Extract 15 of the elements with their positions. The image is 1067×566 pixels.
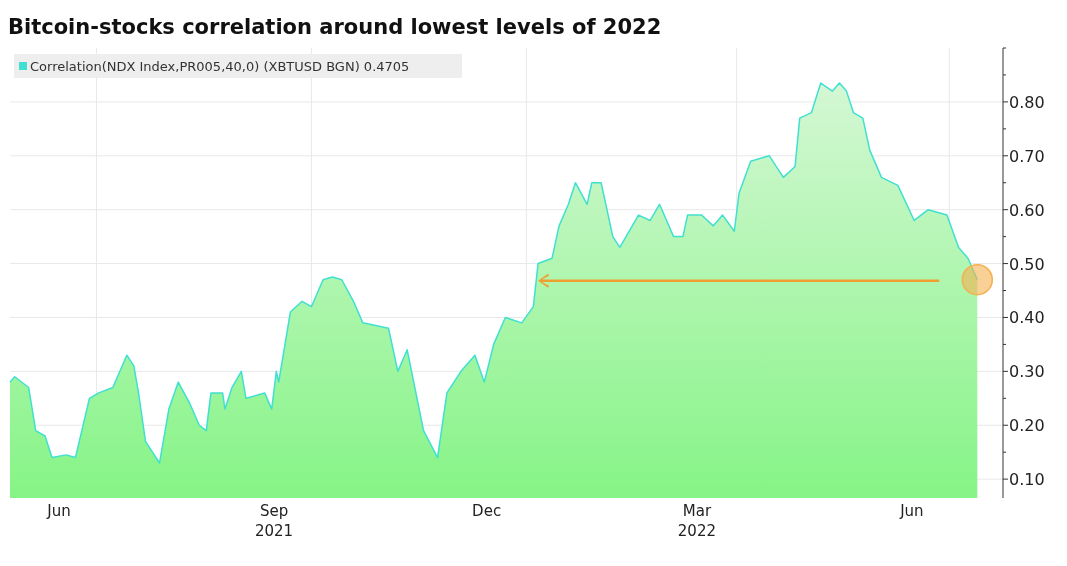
x-tick-label: Jun — [899, 502, 924, 520]
y-tick-label: 0.50 — [1009, 254, 1045, 274]
y-tick-label: 0.70 — [1009, 146, 1045, 166]
x-tick-label: Mar 2022 — [677, 502, 717, 540]
y-tick-label: 0.20 — [1009, 416, 1045, 436]
x-tick-label: Dec — [472, 502, 502, 520]
y-tick-label: 0.30 — [1009, 362, 1045, 382]
y-tick-label: 0.60 — [1009, 200, 1045, 220]
y-tick-label: 0.40 — [1009, 308, 1045, 328]
legend-label: Correlation(NDX Index,PR005,40,0) (XBTUSD BGN) 0.4705 — [30, 59, 410, 74]
x-tick-label: Sep 2021 — [254, 502, 294, 540]
x-tick-label: Jun — [46, 502, 71, 520]
y-tick-label: 0.10 — [1009, 470, 1045, 490]
y-tick-label: 0.80 — [1009, 92, 1045, 112]
chart-title: Bitcoin-stocks correlation around lowest levels of 2022 — [8, 15, 662, 39]
